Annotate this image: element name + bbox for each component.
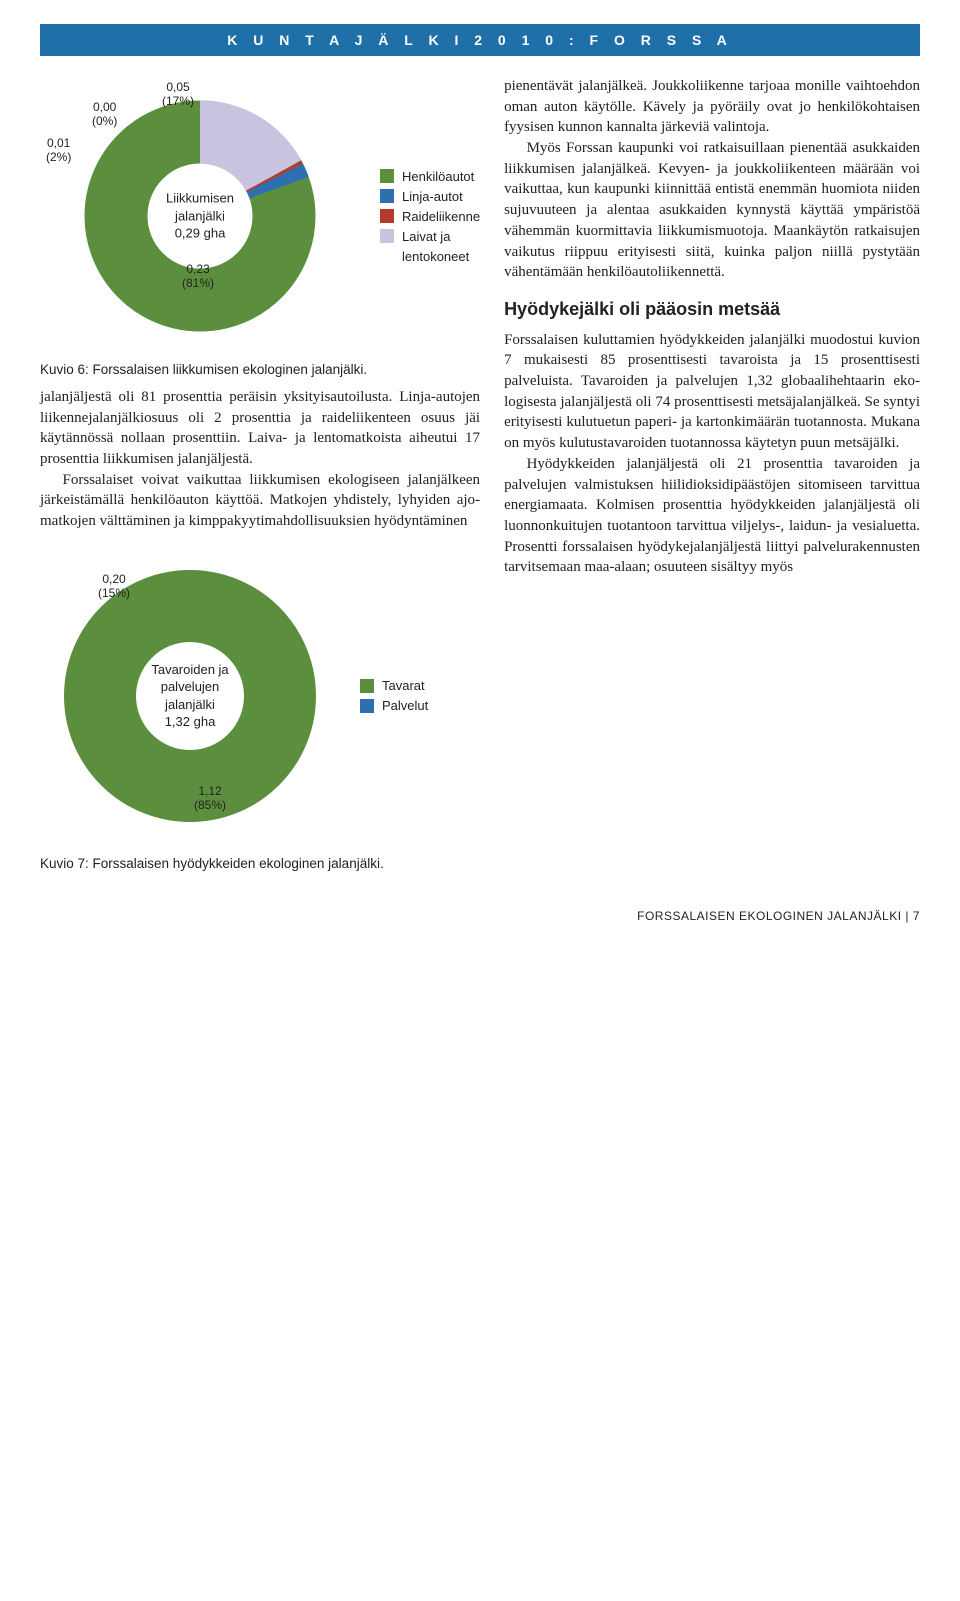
chart6-label-lilac-val: 0,05 bbox=[162, 80, 194, 94]
chart7-label-green-pct: (85%) bbox=[194, 798, 226, 812]
paragraph: Forssalaiset voivat vaikuttaa liikkumise… bbox=[40, 470, 480, 532]
paragraph: Hyödykkeiden jalanjäljestä oli 21 prosen… bbox=[504, 454, 920, 578]
paragraph: jalanjäljestä oli 81 prosenttia peräisin… bbox=[40, 387, 480, 470]
paragraph: Myös Forssan kaupunki voi ratkaisuillaan… bbox=[504, 138, 920, 283]
chart6-label-green: 0,23 (81%) bbox=[182, 262, 214, 291]
paragraph: pienentävät jalanjälkeä. Joukko­liikenne… bbox=[504, 76, 920, 138]
legend-item: Palvelut bbox=[360, 698, 428, 713]
chart7-label-blue-pct: (15%) bbox=[98, 586, 130, 600]
header-title: K U N T A J Ä L K I 2 0 1 0 : F O R S S … bbox=[40, 24, 920, 56]
chart6-label-green-pct: (81%) bbox=[182, 276, 214, 290]
paragraph: Forssalaisen kuluttamien hyödykkeiden ja… bbox=[504, 330, 920, 454]
chart6-legend: Henkilöautot Linja-autot Raideliikenne L… bbox=[380, 169, 480, 264]
chart7-center-line3: jalanjälki bbox=[151, 696, 228, 714]
legend-label: lentokoneet bbox=[402, 249, 469, 264]
chart6-label-green-val: 0,23 bbox=[182, 262, 214, 276]
chart6-block: Liikkumisen jalanjälki 0,29 gha 0,05 (17… bbox=[40, 76, 480, 356]
legend-label: Henkilöautot bbox=[402, 169, 474, 184]
legend-label: Laivat ja bbox=[402, 229, 450, 244]
chart7-center-line4: 1,32 gha bbox=[151, 713, 228, 731]
chart7-block: Tavaroiden ja palvelujen jalanjälki 1,32… bbox=[40, 546, 480, 846]
chart6-label-red-pct: (0%) bbox=[92, 114, 117, 128]
chart6-center-line1: Liikkumisen bbox=[166, 190, 234, 208]
legend-label: Raideliikenne bbox=[402, 209, 480, 224]
legend-item: Laivat ja bbox=[380, 229, 480, 244]
chart7-center-line1: Tavaroiden ja bbox=[151, 661, 228, 679]
chart7-label-blue: 0,20 (15%) bbox=[98, 572, 130, 601]
chart7-donut: Tavaroiden ja palvelujen jalanjälki 1,32… bbox=[40, 546, 340, 846]
chart6-label-lilac-pct: (17%) bbox=[162, 94, 194, 108]
section-subhead: Hyödykejälki oli pääosin metsää bbox=[504, 297, 920, 322]
chart6-center-line3: 0,29 gha bbox=[166, 225, 234, 243]
chart6-caption: Kuvio 6: Forssalaisen liikkumisen ekolog… bbox=[40, 362, 480, 377]
chart7-caption: Kuvio 7: Forssalaisen hyödykkeiden ekolo… bbox=[40, 856, 480, 871]
left-body-text: jalanjäljestä oli 81 prosenttia peräisin… bbox=[40, 387, 480, 532]
swatch-icon bbox=[360, 679, 374, 693]
main-columns: Liikkumisen jalanjälki 0,29 gha 0,05 (17… bbox=[40, 76, 920, 881]
legend-item: Raideliikenne bbox=[380, 209, 480, 224]
page-footer: FORSSALAISEN EKOLOGINEN JALANJÄLKI | 7 bbox=[40, 909, 920, 923]
chart6-center-line2: jalanjälki bbox=[166, 207, 234, 225]
left-column: Liikkumisen jalanjälki 0,29 gha 0,05 (17… bbox=[40, 76, 480, 881]
legend-label: Tavarat bbox=[382, 678, 425, 693]
chart7-label-green: 1,12 (85%) bbox=[194, 784, 226, 813]
chart6-label-red: 0,00 (0%) bbox=[92, 100, 117, 129]
swatch-icon bbox=[380, 189, 394, 203]
legend-item: Tavarat bbox=[360, 678, 428, 693]
page: K U N T A J Ä L K I 2 0 1 0 : F O R S S … bbox=[0, 0, 960, 951]
legend-label: Palvelut bbox=[382, 698, 428, 713]
chart6-label-lilac: 0,05 (17%) bbox=[162, 80, 194, 109]
chart6-center-label: Liikkumisen jalanjälki 0,29 gha bbox=[166, 190, 234, 243]
chart7-label-green-val: 1,12 bbox=[194, 784, 226, 798]
right-column: pienentävät jalanjälkeä. Joukko­liikenne… bbox=[504, 76, 920, 881]
chart6-label-blue-pct: (2%) bbox=[46, 150, 71, 164]
swatch-icon bbox=[380, 229, 394, 243]
swatch-icon bbox=[380, 169, 394, 183]
chart7-center-label: Tavaroiden ja palvelujen jalanjälki 1,32… bbox=[151, 661, 228, 731]
chart7-legend: Tavarat Palvelut bbox=[360, 678, 428, 713]
legend-item: Linja-autot bbox=[380, 189, 480, 204]
legend-label: Linja-autot bbox=[402, 189, 463, 204]
swatch-icon bbox=[380, 209, 394, 223]
chart7-center-line2: palvelujen bbox=[151, 678, 228, 696]
legend-item: lentokoneet bbox=[380, 249, 480, 264]
chart6-label-blue-val: 0,01 bbox=[46, 136, 71, 150]
legend-item: Henkilöautot bbox=[380, 169, 480, 184]
chart6-donut: Liikkumisen jalanjälki 0,29 gha 0,05 (17… bbox=[40, 76, 360, 356]
chart6-label-blue: 0,01 (2%) bbox=[46, 136, 71, 165]
swatch-icon bbox=[360, 699, 374, 713]
chart7-label-blue-val: 0,20 bbox=[98, 572, 130, 586]
chart6-label-red-val: 0,00 bbox=[92, 100, 117, 114]
